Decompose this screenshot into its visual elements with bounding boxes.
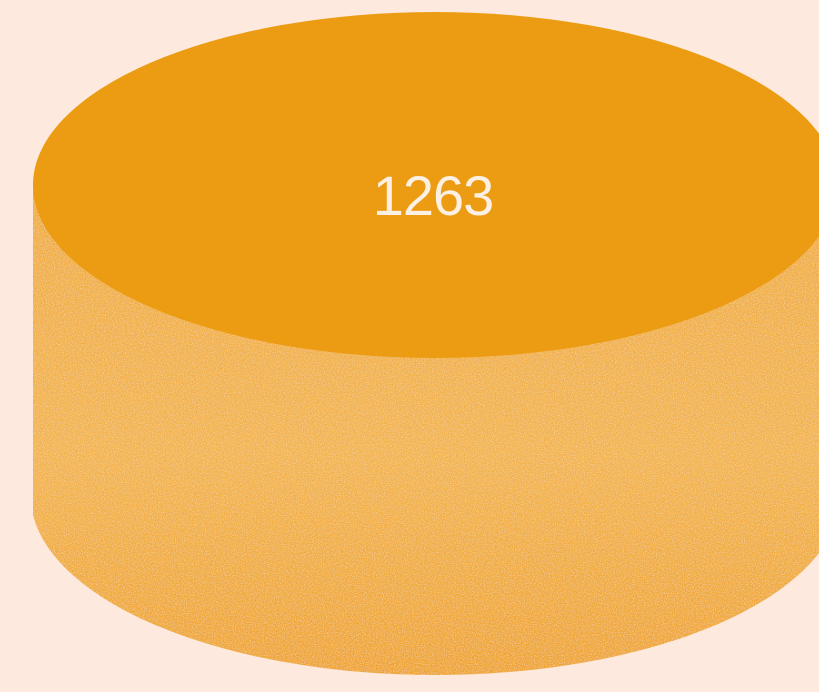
cylinder-top bbox=[33, 12, 819, 358]
cylinder-value-label: 1263 bbox=[372, 164, 495, 227]
